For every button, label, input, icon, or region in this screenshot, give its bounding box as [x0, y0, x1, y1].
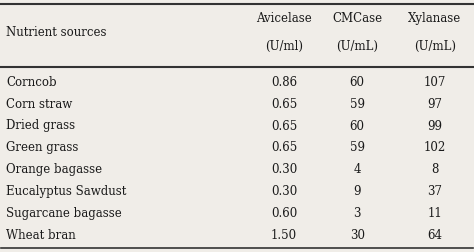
Text: Avicelase: Avicelase [256, 12, 312, 25]
Text: 59: 59 [350, 141, 365, 154]
Text: Corncob: Corncob [6, 76, 57, 89]
Text: (U/mL): (U/mL) [414, 40, 456, 53]
Text: 0.65: 0.65 [271, 98, 297, 111]
Text: 60: 60 [350, 119, 365, 133]
Text: 0.65: 0.65 [271, 141, 297, 154]
Text: 30: 30 [350, 229, 365, 242]
Text: 11: 11 [428, 207, 442, 220]
Text: 4: 4 [354, 163, 361, 176]
Text: 107: 107 [424, 76, 446, 89]
Text: (U/mL): (U/mL) [336, 40, 378, 53]
Text: 97: 97 [428, 98, 442, 111]
Text: 0.65: 0.65 [271, 119, 297, 133]
Text: 0.30: 0.30 [271, 185, 297, 198]
Text: 0.60: 0.60 [271, 207, 297, 220]
Text: Xylanase: Xylanase [408, 12, 462, 25]
Text: 8: 8 [431, 163, 438, 176]
Text: 64: 64 [428, 229, 442, 242]
Text: 60: 60 [350, 76, 365, 89]
Text: Corn straw: Corn straw [6, 98, 73, 111]
Text: 0.30: 0.30 [271, 163, 297, 176]
Text: 0.86: 0.86 [271, 76, 297, 89]
Text: Eucalyptus Sawdust: Eucalyptus Sawdust [6, 185, 127, 198]
Text: Wheat bran: Wheat bran [6, 229, 76, 242]
Text: (U/ml): (U/ml) [265, 40, 303, 53]
Text: 37: 37 [428, 185, 442, 198]
Text: Dried grass: Dried grass [6, 119, 75, 133]
Text: 1.50: 1.50 [271, 229, 297, 242]
Text: 102: 102 [424, 141, 446, 154]
Text: Orange bagasse: Orange bagasse [6, 163, 102, 176]
Text: Green grass: Green grass [6, 141, 79, 154]
Text: Sugarcane bagasse: Sugarcane bagasse [6, 207, 122, 220]
Text: 9: 9 [354, 185, 361, 198]
Text: 59: 59 [350, 98, 365, 111]
Text: 3: 3 [354, 207, 361, 220]
Text: Nutrient sources: Nutrient sources [6, 26, 107, 39]
Text: CMCase: CMCase [332, 12, 382, 25]
Text: 99: 99 [428, 119, 442, 133]
